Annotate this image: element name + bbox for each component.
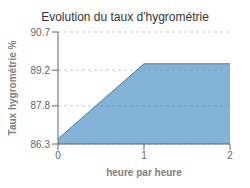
svg-text:1: 1: [141, 150, 147, 161]
html-text:Evolution du taux d'hygrométri: Evolution du taux d'hygrométrie: [41, 10, 209, 24]
svg-text:87.8: 87.8: [31, 100, 51, 111]
svg-text:89.2: 89.2: [31, 65, 51, 76]
svg-text:0: 0: [55, 150, 61, 161]
svg-text:heure par heure: heure par heure: [106, 167, 182, 178]
svg-text:2: 2: [227, 150, 233, 161]
svg-text:90.7: 90.7: [31, 27, 51, 38]
svg-text:86.3: 86.3: [31, 139, 51, 150]
svg-text:Taux hygrométrie %: Taux hygrométrie %: [8, 40, 18, 135]
